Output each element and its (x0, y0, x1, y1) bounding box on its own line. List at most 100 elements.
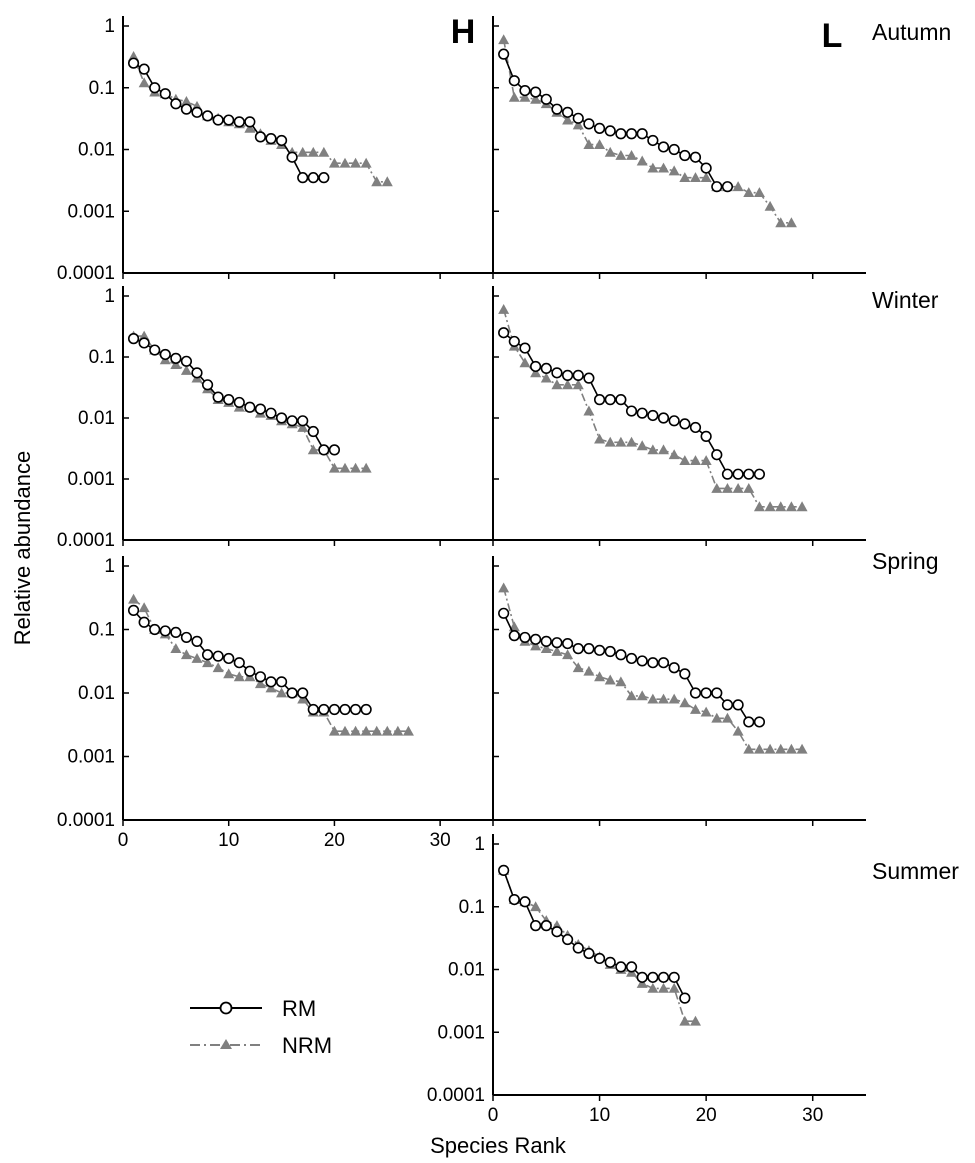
series-nrm-l-winter-point-4 (530, 367, 542, 378)
series-rm-l-winter-point-5 (540, 362, 552, 375)
series-nrm-l-winter-point-14 (636, 440, 648, 451)
season-label-spring: Spring (872, 548, 938, 574)
series-nrm-h-autumn-line (132, 56, 388, 183)
series-rm-l-autumn-point-8 (572, 112, 584, 124)
series-rm-l-summer-point-16 (657, 971, 670, 983)
series-nrm-h-winter-point-21 (339, 462, 351, 473)
series-nrm-h-winter-point-20 (328, 462, 340, 473)
y-tick-label: 1 (104, 286, 115, 307)
legend: RM NRM (190, 996, 332, 1058)
series-rm-l-winter-point-14 (636, 407, 648, 419)
series-rm-h-autumn-point-17 (297, 172, 309, 184)
series-rm-l-winter-point-22 (721, 468, 734, 480)
series-rm-h-spring-point-4 (159, 625, 171, 637)
y-tick-label: 0.1 (459, 897, 485, 918)
series-nrm-l-winter-point-16 (658, 444, 670, 455)
series-nrm-h-autumn-point-18 (307, 146, 319, 157)
series-nrm-l-summer-point-16 (658, 982, 670, 993)
series-nrm-l-spring-point-28 (785, 743, 797, 754)
series-rm-h-spring-point-16 (286, 687, 298, 699)
series-nrm-h-spring-point-2 (138, 602, 150, 613)
series-nrm-l-spring-point-16 (658, 693, 670, 704)
series-nrm-l-winter-point-21 (711, 482, 723, 493)
series-nrm-l-summer-point-19 (689, 1015, 701, 1026)
series-nrm-h-spring-point-11 (233, 671, 245, 682)
series-rm-l-winter-point-17 (668, 415, 680, 427)
series-rm-h-winter-point-4 (159, 348, 171, 361)
y-ticks-h-winter: 1 0.1 0.01 0.001 0.0001 (57, 286, 129, 551)
legend-label-nrm: NRM (282, 1033, 332, 1058)
series-rm-h-spring-point-10 (223, 652, 235, 665)
series-rm-l-summer-point-6 (551, 926, 563, 938)
series-nrm-h-autumn (128, 51, 393, 187)
series-nrm-l-autumn-point-16 (658, 162, 670, 173)
series-rm-h-winter-point-13 (254, 403, 267, 415)
series-nrm-h-autumn-point-6 (180, 95, 192, 106)
series-nrm-l-autumn-point-23 (732, 181, 744, 192)
series-nrm-l-spring-point-17 (668, 693, 680, 704)
series-nrm-h-autumn-point-23 (360, 157, 372, 168)
series-rm-l-autumn (498, 48, 734, 193)
series-rm-l-winter-point-4 (530, 360, 542, 373)
legend-marker-nrm (220, 1039, 232, 1049)
series-nrm-l-autumn-point-25 (753, 187, 765, 198)
y-ticks-l-summer: 1 0.1 0.01 0.001 0.0001 (427, 834, 499, 1106)
series-rm-l-winter-point-24 (743, 468, 755, 480)
series-nrm-l-winter-point-9 (583, 405, 595, 416)
series-nrm-l-autumn-point-3 (519, 91, 531, 102)
series-rm-h-winter-point-20 (328, 444, 341, 456)
series-rm-h-spring-line (133, 609, 367, 711)
series-rm-l-autumn-point-4 (530, 86, 542, 98)
x-tick-label: 0 (118, 830, 129, 851)
series-rm-l-autumn-line (502, 53, 728, 188)
series-nrm-l-spring-point-19 (689, 703, 701, 714)
season-label-autumn: Autumn (872, 19, 951, 45)
series-rm-h-autumn-point-6 (180, 103, 193, 115)
series-rm-h-winter-point-8 (201, 379, 214, 391)
x-ticks-l-summer: 0 10 20 30 (488, 1095, 823, 1126)
series-nrm-h-winter-point-6 (180, 365, 192, 375)
y-tick-label: 1 (104, 556, 115, 577)
series-nrm-h-winter-point-23 (360, 462, 372, 473)
series-rm-h-spring (127, 604, 372, 716)
series-rm-h-autumn-point-12 (244, 116, 256, 128)
series-rm-l-autumn-point-21 (711, 181, 723, 193)
series-nrm-l-autumn-point-18 (679, 172, 691, 183)
x-tick-label: 0 (488, 1105, 499, 1126)
series-nrm-l-summer (498, 864, 701, 1026)
series-rm-l-summer-point-14 (636, 971, 648, 983)
series-rm-h-spring-point-22 (349, 703, 362, 716)
series-rm-h-autumn-point-16 (286, 151, 298, 163)
series-nrm-l-winter-point-7 (562, 379, 574, 390)
panel-letter-l: L (822, 17, 843, 55)
series-rm-l-spring-point-3 (519, 631, 531, 644)
series-rm-l-spring-point-25 (753, 716, 766, 728)
series-rm-h-winter-point-16 (286, 415, 298, 427)
y-ticks-l-winter (493, 295, 499, 541)
series-rm-l-summer (498, 864, 691, 1004)
series-nrm-h-autumn-point-21 (339, 157, 351, 168)
series-rm-l-autumn-point-3 (519, 84, 531, 97)
series-rm-l-winter-point-23 (732, 468, 744, 480)
series-nrm-h-autumn-point-25 (381, 176, 393, 187)
series-rm-l-winter-point-8 (572, 369, 584, 381)
series-rm-l-autumn-point-19 (689, 151, 702, 163)
series-nrm-l-summer-point-17 (668, 982, 680, 993)
series-nrm-l-autumn-point-9 (583, 139, 595, 150)
series-nrm-h-spring-point-9 (212, 662, 224, 673)
legend-item-nrm: NRM (190, 1033, 332, 1058)
series-nrm-l-autumn-point-20 (700, 172, 712, 183)
series-rm-h-winter-point-1 (127, 333, 140, 345)
series-nrm-l-winter-point-8 (572, 379, 584, 390)
series-rm-l-spring-point-20 (700, 687, 712, 699)
series-rm-l-summer-point-18 (679, 992, 691, 1004)
series-nrm-h-spring-point-8 (202, 657, 214, 668)
series-nrm-l-spring-point-23 (732, 725, 744, 736)
series-nrm-h-autumn-point-19 (318, 146, 330, 157)
series-rm-h-autumn-point-19 (318, 172, 330, 184)
series-nrm-l-spring-point-29 (796, 743, 808, 754)
series-rm-h-autumn-point-4 (159, 88, 171, 100)
series-rm-h-spring-point-20 (328, 703, 341, 716)
series-rm-l-spring-point-4 (530, 633, 542, 645)
